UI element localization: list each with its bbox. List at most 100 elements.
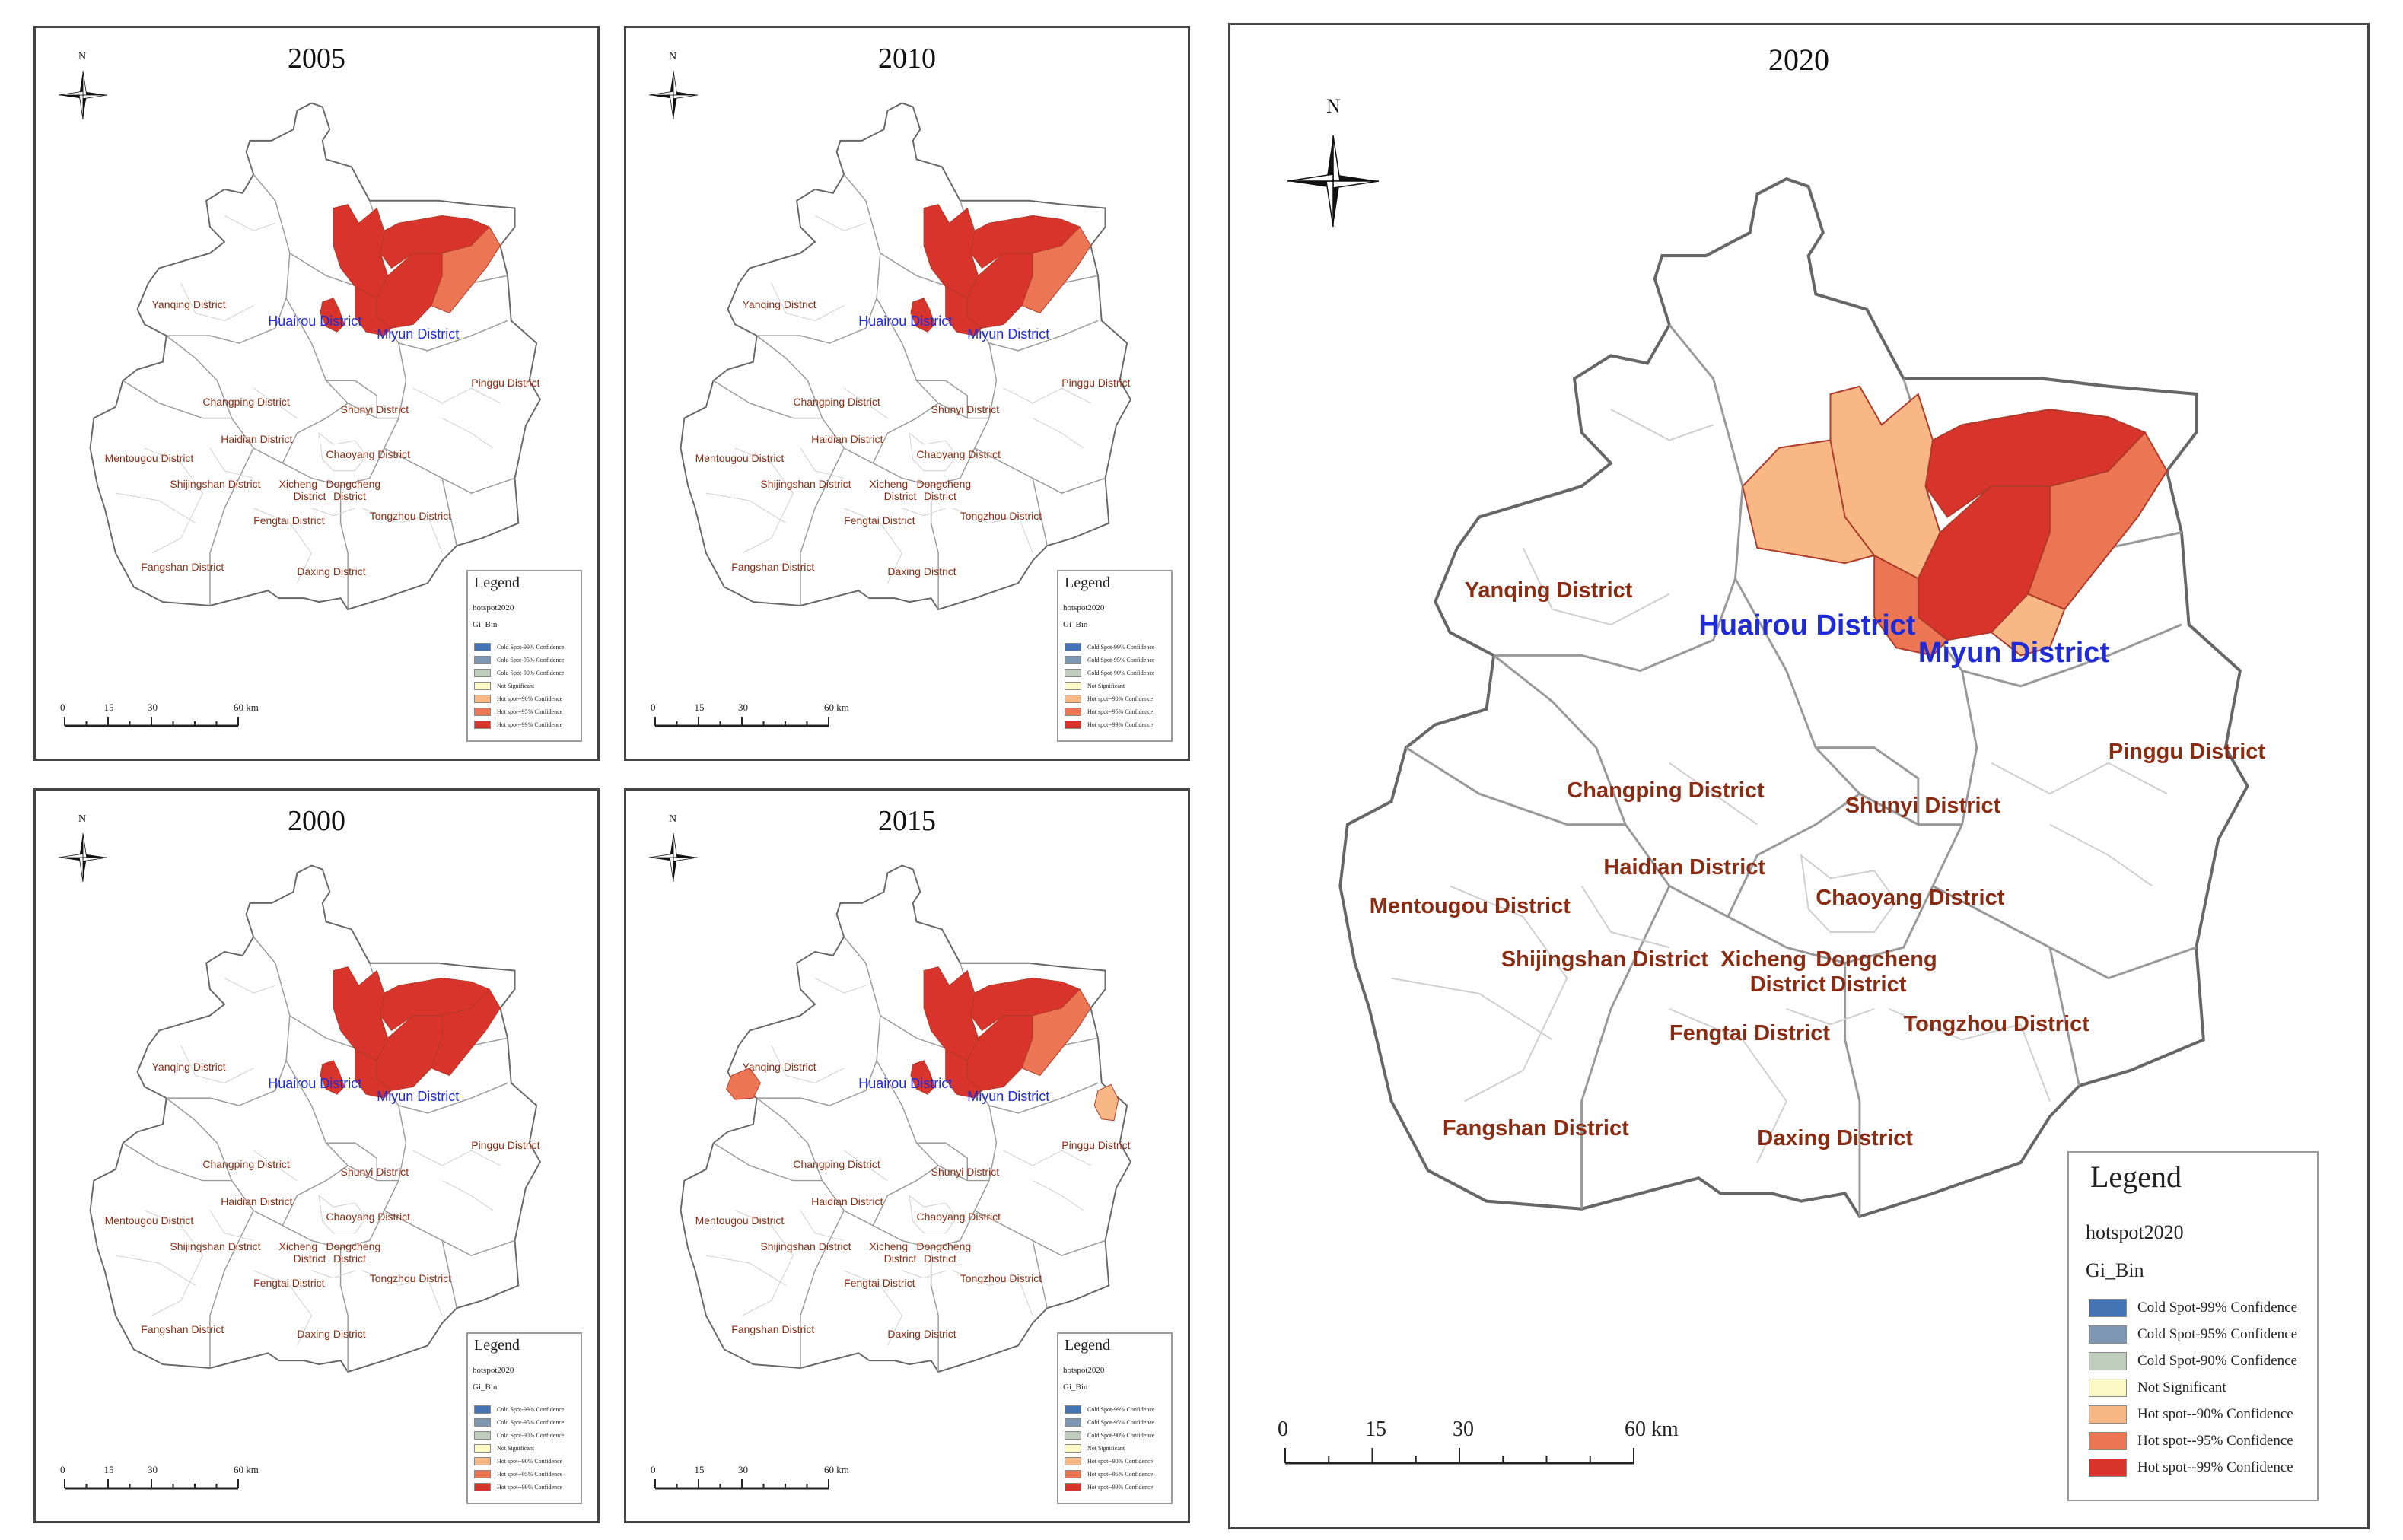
scale-label: 15 (694, 702, 705, 713)
map-canvas (680, 102, 1132, 611)
legend-field: Gi_Bin (1063, 1382, 1088, 1392)
district-label-fangshan: Fangshan District (731, 560, 815, 573)
district-label-dongcheng-1: Dongcheng (326, 1240, 381, 1253)
panel-title: 2020 (1768, 43, 1829, 77)
legend-swatch (474, 682, 491, 690)
scale-bar (64, 1479, 239, 1490)
legend-item: Not Significant (474, 682, 534, 690)
district-label-haidian: Haidian District (811, 1195, 883, 1208)
hotspot-small-cluster (320, 1060, 345, 1095)
district-label-shunyi: Shunyi District (1844, 794, 2001, 819)
hotspot-miyun-southeast (1990, 593, 2066, 657)
district-label-fangshan: Fangshan District (1442, 1116, 1629, 1141)
district-label-dongcheng-2: District (924, 490, 956, 503)
district-label-tongzhou: Tongzhou District (369, 509, 452, 522)
legend-item-label: Hot spot--95% Confidence (1087, 1471, 1154, 1478)
scale-label: 15 (694, 1464, 705, 1475)
north-label: N (669, 51, 677, 62)
legend-swatch (474, 1483, 491, 1491)
hotspot-huairou-south (945, 1048, 983, 1099)
legend-item-label: Hot spot--90% Confidence (1087, 1458, 1154, 1465)
district-label-fengtai: Fengtai District (253, 514, 325, 527)
legend: Legend hotspot2020 Gi_Bin Cold Spot-99% Con… (1057, 570, 1173, 742)
district-label-daxing: Daxing District (1757, 1125, 1913, 1150)
legend-swatch (474, 708, 491, 716)
map-canvas (1338, 177, 2249, 1219)
map-canvas (89, 864, 542, 1373)
district-label-shunyi: Shunyi District (340, 402, 409, 415)
district-label-mentougou: Mentougou District (695, 1214, 785, 1227)
scale-label: 60 km (234, 702, 259, 713)
legend-item: Cold Spot-99% Confidence (2089, 1299, 2297, 1317)
legend-item: Cold Spot-95% Confidence (1065, 656, 1154, 664)
legend-item: Not Significant (1065, 682, 1125, 690)
district-label-xicheng-1: Xicheng (278, 1240, 318, 1253)
district-label-dongcheng-1: Dongcheng (1816, 947, 1937, 972)
hotspot-huairou-north (923, 966, 979, 1061)
district-label-xicheng-1: Xicheng (1720, 947, 1807, 972)
legend-swatch (2089, 1352, 2127, 1370)
district-label-fangshan: Fangshan District (731, 1322, 815, 1335)
scale-label: 15 (103, 1464, 114, 1475)
scale-label: 0 (60, 702, 65, 713)
district-label-tongzhou: Tongzhou District (960, 1271, 1042, 1284)
legend-item: Cold Spot-90% Confidence (2089, 1352, 2297, 1370)
district-label-yanqing: Yanqing District (742, 1060, 816, 1073)
legend-field: Gi_Bin (473, 620, 498, 629)
district-label-huairou: Huairou District (268, 1075, 362, 1091)
scale-bar (64, 717, 239, 727)
legend-item: Not Significant (1065, 1444, 1125, 1452)
legend-item: Hot spot--90% Confidence (474, 1457, 562, 1465)
legend-swatch (474, 656, 491, 664)
legend-item: Cold Spot-95% Confidence (2089, 1325, 2297, 1344)
district-label-shijingshan: Shijingshan District (760, 478, 851, 491)
legend-item: Cold Spot-90% Confidence (474, 1431, 564, 1440)
legend-swatch (2089, 1299, 2127, 1317)
hotspot-huairou-north (923, 204, 979, 299)
legend: Legend hotspot2020 Gi_Bin Cold Spot-99% Con… (1057, 1332, 1173, 1504)
hotspot-pinggu (1093, 1083, 1119, 1122)
district-label-shijingshan: Shijingshan District (170, 1240, 261, 1253)
district-label-huairou: Huairou District (1698, 609, 1916, 641)
legend-item: Hot spot--99% Confidence (1065, 721, 1153, 729)
north-label: N (1326, 95, 1341, 117)
district-label-haidian: Haidian District (811, 433, 883, 446)
scale-label: 30 (148, 702, 158, 713)
legend-item-label: Hot spot--99% Confidence (497, 1484, 563, 1491)
district-label-xicheng-2: District (1749, 972, 1826, 997)
district-label-dongcheng-1: Dongcheng (326, 478, 381, 491)
legend-item: Hot spot--95% Confidence (474, 708, 562, 716)
hotspot-small-cluster (910, 298, 935, 332)
legend-swatch (474, 1457, 491, 1465)
hotspot-small-cluster (320, 298, 345, 332)
scale-label: 15 (103, 702, 114, 713)
district-label-miyun: Miyun District (967, 326, 1050, 342)
legend-item: Cold Spot-99% Confidence (474, 1405, 564, 1414)
scale-label: 0 (60, 1464, 65, 1475)
street-boundaries (115, 215, 501, 584)
hotspot-miyun-east (1021, 988, 1092, 1077)
district-label-dongcheng-2: District (924, 1252, 956, 1265)
map-panel-2020: 2020 N Yanqing District Huairou District M… (1228, 23, 2370, 1529)
hotspot-huairou-north (333, 966, 389, 1061)
beijing-boundary (680, 864, 1132, 1373)
scale-bar (1284, 1448, 1634, 1465)
hotspot-huairou-south (355, 286, 393, 336)
legend-swatch (1065, 643, 1081, 651)
district-label-mentougou: Mentougou District (1369, 893, 1571, 918)
hotspot-miyun-east (2026, 431, 2168, 610)
hotspot-huairou-south (1873, 554, 1949, 657)
panel-title: 2005 (288, 43, 345, 75)
hotspot-miyun-east (431, 988, 501, 1077)
district-label-xicheng-1: Xicheng (869, 478, 909, 491)
legend-swatch (1065, 1483, 1081, 1491)
street-boundaries (1391, 409, 2168, 1163)
legend-swatch (474, 1444, 491, 1452)
north-label: N (78, 813, 87, 825)
legend-item-label: Hot spot--95% Confidence (497, 1471, 563, 1478)
legend-item-label: Hot spot--95% Confidence (1087, 708, 1154, 715)
district-label-shunyi: Shunyi District (931, 402, 1000, 415)
street-boundaries (115, 977, 501, 1346)
legend-item: Cold Spot-99% Confidence (474, 643, 564, 651)
district-label-changping: Changping District (793, 1158, 880, 1170)
